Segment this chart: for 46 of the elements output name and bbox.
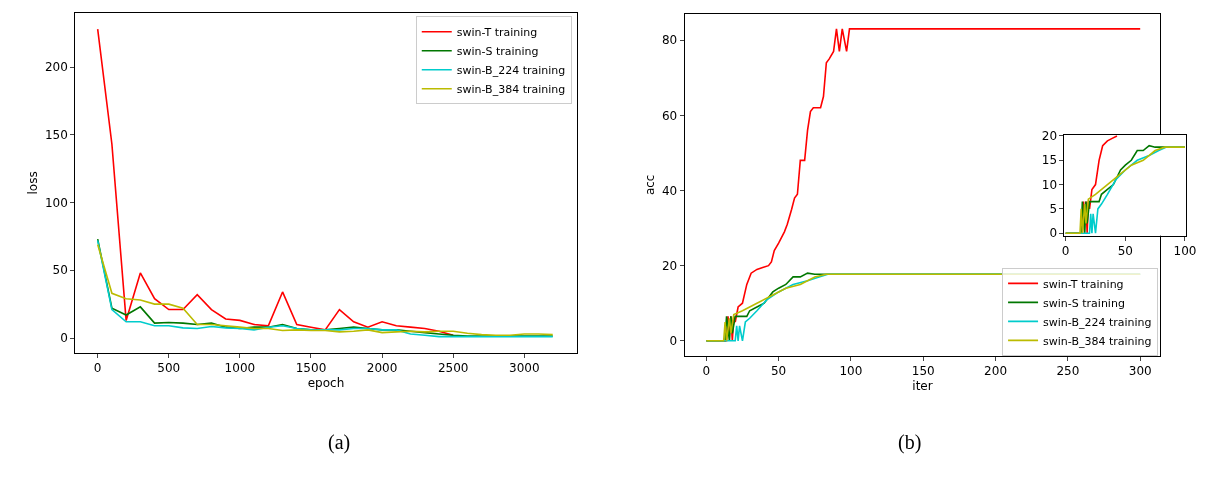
text: (a)	[328, 431, 351, 454]
legend-label: swin-T training	[456, 26, 538, 40]
y-tick-label: 15	[1041, 153, 1058, 168]
x-tick-label: 200	[984, 364, 1008, 379]
legend-label: swin-S training	[1043, 296, 1125, 310]
y-tick-label: 40	[661, 183, 678, 198]
legend-label: swin-B_384 training	[1043, 334, 1152, 348]
x-tick-label: 250	[1056, 364, 1080, 379]
legend-label: swin-T training	[1043, 277, 1124, 291]
x-tick-label: 2000	[366, 361, 398, 376]
y-tick-label: 80	[661, 33, 678, 48]
x-tick-label: 500	[157, 361, 181, 376]
y-tick-label: 0	[60, 331, 68, 346]
y-tick-label: 5	[1049, 202, 1058, 217]
legend-label: swin-B_384 training	[456, 83, 566, 97]
y-axis-title: acc	[643, 174, 658, 196]
text: (b)	[898, 431, 922, 454]
y-tick-label: 0	[669, 334, 678, 349]
x-tick-label: 50	[1117, 244, 1133, 259]
x-tick-label: 0	[93, 361, 102, 376]
x-tick-label: 0	[1061, 244, 1070, 259]
x-tick-label: 100	[1173, 244, 1197, 259]
x-tick-label: 50	[770, 364, 787, 379]
legend-label: swin-B_224 training	[456, 64, 566, 78]
y-tick-label: 20	[1041, 129, 1058, 144]
y-tick-label: 0	[1049, 226, 1058, 241]
x-tick-label: 1000	[224, 361, 256, 376]
x-tick-label: 150	[911, 364, 935, 379]
y-axis-title: loss	[26, 171, 41, 195]
x-axis-title: iter	[912, 379, 933, 394]
x-tick-label: 0	[702, 364, 711, 379]
y-tick-label: 150	[44, 127, 68, 142]
x-tick-label: 1500	[295, 361, 327, 376]
y-tick-label: 100	[44, 195, 68, 210]
legend-label: swin-S training	[456, 45, 539, 59]
x-tick-label: 100	[839, 364, 863, 379]
x-tick-label: 300	[1128, 364, 1152, 379]
legend-label: swin-B_224 training	[1043, 315, 1152, 329]
y-tick-label: 10	[1041, 177, 1058, 192]
y-tick-label: 60	[661, 108, 678, 123]
x-tick-label: 2500	[437, 361, 469, 376]
y-tick-label: 50	[52, 263, 68, 278]
y-tick-label: 20	[661, 258, 678, 273]
x-axis-title: epoch	[307, 376, 345, 391]
y-tick-label: 200	[44, 60, 68, 75]
x-tick-label: 3000	[509, 361, 540, 376]
